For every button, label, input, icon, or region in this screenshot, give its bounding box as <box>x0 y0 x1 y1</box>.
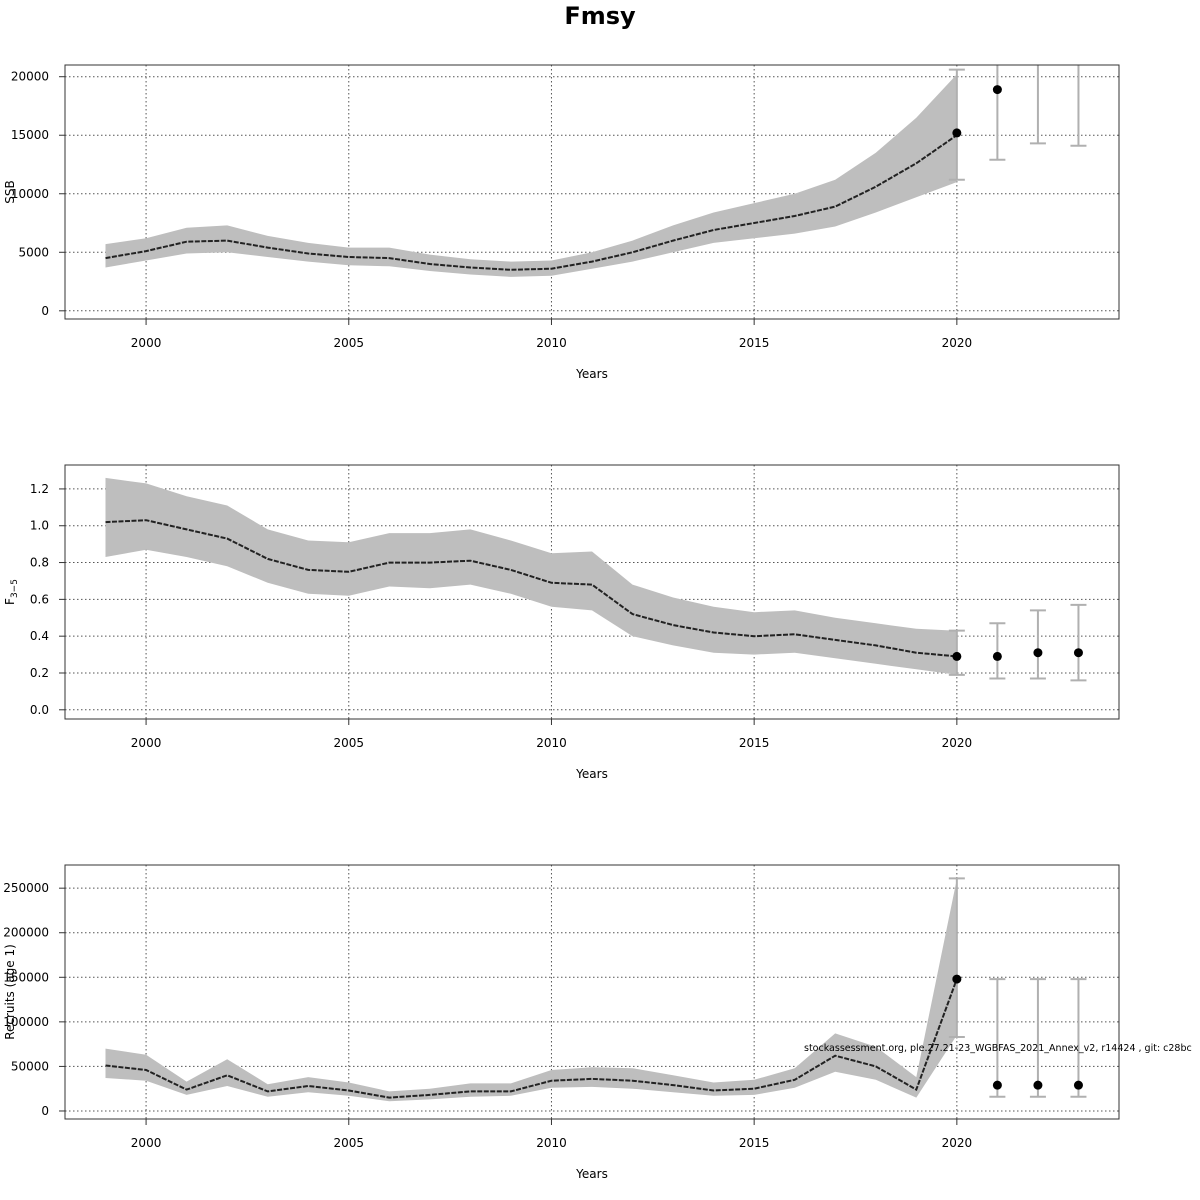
y-axis-label: Recruits (age 1) <box>3 944 17 1040</box>
plot-frame <box>64 64 1120 320</box>
data-point <box>1073 648 1083 658</box>
data-point <box>952 974 962 984</box>
y-tick-label: 200000 <box>3 926 49 940</box>
data-point <box>1073 1080 1083 1090</box>
y-tick-label: 150000 <box>3 970 49 984</box>
x-tick-label: 2010 <box>536 336 567 350</box>
x-tick-label: 2015 <box>739 336 770 350</box>
estimate-line <box>105 978 958 1099</box>
y-tick-label: 20000 <box>11 70 49 84</box>
plot-frame <box>64 464 1120 720</box>
y-tick-label: 0.2 <box>30 666 49 680</box>
estimate-line <box>105 519 957 658</box>
y-tick-label: 250000 <box>3 881 49 895</box>
x-tick-label: 2015 <box>739 1136 770 1150</box>
y-tick-label: 5000 <box>18 245 49 259</box>
y-tick-label: 0.4 <box>30 629 49 643</box>
y-tick-label: 10000 <box>11 187 49 201</box>
x-axis-label: Years <box>575 1167 608 1181</box>
y-axis-label-main: F <box>3 598 17 605</box>
x-tick-label: 2000 <box>131 736 162 750</box>
y-tick-label: 0 <box>41 1104 49 1118</box>
data-point <box>992 1080 1002 1090</box>
y-tick-label: 15000 <box>11 128 49 142</box>
panel-1: 2000 2005 2010 2015 2020 0 5000 10000 15000 20000… <box>3 64 1120 381</box>
y-tick-label: 50000 <box>11 1059 49 1073</box>
data-point <box>952 128 962 138</box>
x-tick-label: 2015 <box>739 736 770 750</box>
data-point <box>1033 1080 1043 1090</box>
x-tick-label: 2005 <box>333 336 364 350</box>
x-tick-label: 2020 <box>942 736 973 750</box>
x-tick-label: 2000 <box>131 1136 162 1150</box>
y-axis-label: F3−5 <box>3 579 20 605</box>
plot-frame <box>64 864 1120 1120</box>
x-axis-label: Years <box>575 767 608 781</box>
footnote: stockassessment.org, ple.27.21-23_WGBFAS… <box>804 1043 1192 1054</box>
y-tick-label: 1.2 <box>30 482 49 496</box>
x-tick-label: 2000 <box>131 336 162 350</box>
data-point <box>992 85 1002 95</box>
x-tick-label: 2010 <box>536 1136 567 1150</box>
x-tick-label: 2020 <box>942 336 973 350</box>
y-tick-label: 0.6 <box>30 592 49 606</box>
x-tick-label: 2020 <box>942 1136 973 1150</box>
y-axis-label: SSB <box>3 180 17 203</box>
y-tick-label: 100000 <box>3 1015 49 1029</box>
data-point <box>952 651 962 661</box>
x-tick-label: 2010 <box>536 736 567 750</box>
y-tick-label: 0.8 <box>30 556 49 570</box>
y-tick-label: 0.0 <box>30 703 49 717</box>
y-tick-label: 1.0 <box>30 519 49 533</box>
confidence-band <box>105 879 957 1102</box>
panel-2: 2000 2005 2010 2015 2020 0.0 0.2 0.4 0.6 0.8 1.0 1.… <box>3 464 1120 781</box>
chart-title: Fmsy <box>564 2 636 30</box>
estimate-line <box>105 134 958 271</box>
confidence-band <box>105 74 957 277</box>
panels: 2000 2005 2010 2015 202005000100001500020000… <box>3 64 1120 1181</box>
y-tick-label: 0 <box>41 304 49 318</box>
panel-3: 2000 2005 2010 2015 2020 0 50000 100000 150000 20… <box>3 864 1120 1181</box>
data-point <box>992 651 1002 661</box>
data-point <box>1033 648 1043 658</box>
x-tick-label: 2005 <box>333 736 364 750</box>
x-axis-label: Years <box>575 367 608 381</box>
x-tick-label: 2005 <box>333 1136 364 1150</box>
y-axis-label-subscript: 3−5 <box>10 579 20 598</box>
